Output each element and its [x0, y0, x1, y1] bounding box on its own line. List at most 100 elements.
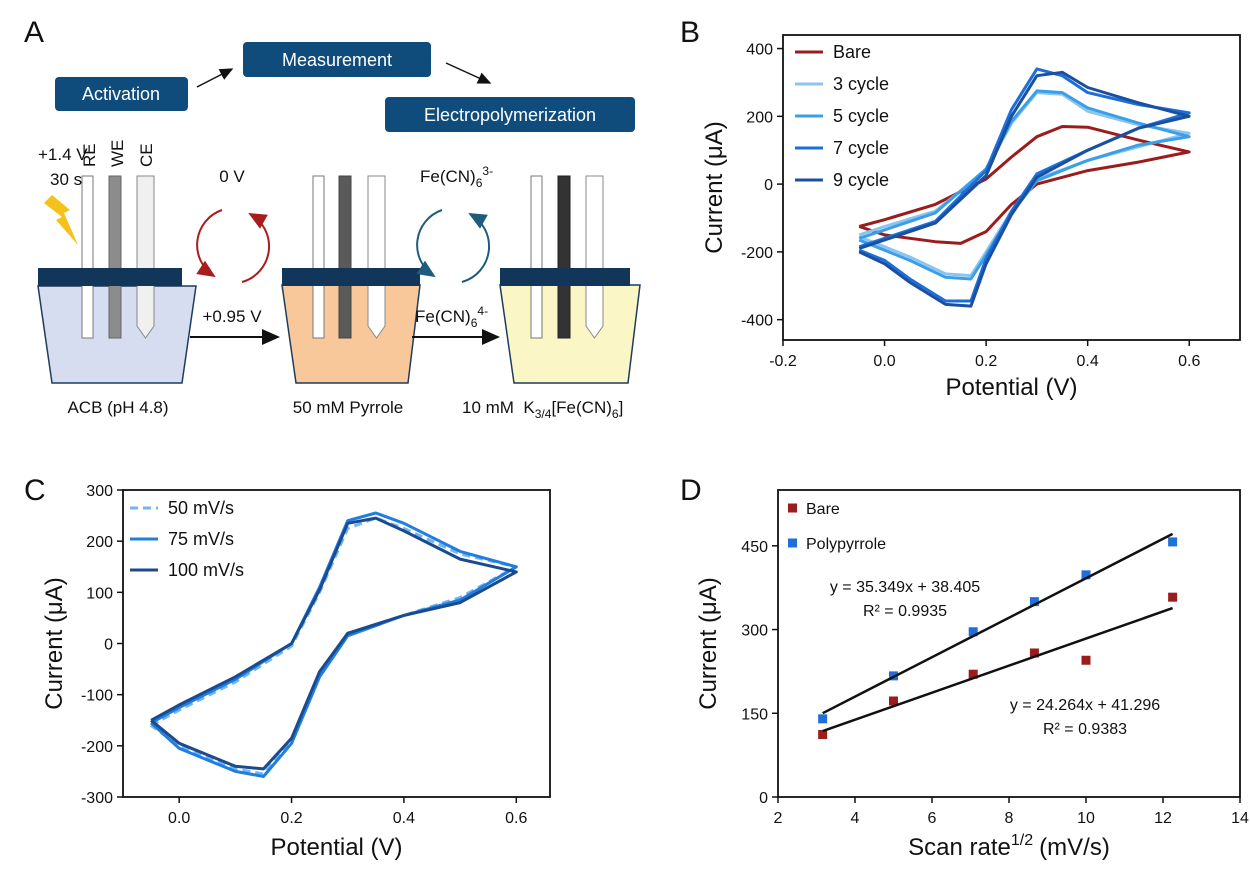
x-axis-title: Scan rate1/2 (mV/s) [908, 832, 1110, 861]
y-tick-label: 300 [741, 623, 768, 640]
species-label: Fe(CN)63- [420, 164, 493, 190]
cv-curve [858, 67, 1191, 303]
x-tick-label: 4 [851, 810, 860, 827]
y-tick-label: -100 [81, 688, 113, 705]
step-box [243, 42, 431, 77]
x-tick-label: 10 [1077, 810, 1095, 827]
legend-label: 50 mV/s [168, 498, 234, 518]
electrode [585, 175, 604, 339]
data-point [968, 627, 978, 637]
x-axis-title-sup: 1/2 [1011, 832, 1033, 849]
legend-label: 100 mV/s [168, 560, 244, 580]
data-point [818, 729, 828, 739]
x-tick-label: -0.2 [769, 353, 797, 370]
probe-part: ] [619, 398, 624, 417]
x-axis-title: Potential (V) [270, 834, 402, 861]
y-tick-label: -300 [81, 790, 113, 807]
data-point [818, 714, 828, 724]
legend-label: Bare [833, 42, 871, 62]
x-tick-label: 0.2 [280, 810, 302, 827]
panel-letter: D [680, 474, 702, 507]
probe-part: 10 mM K [462, 398, 535, 417]
species-sub: 6 [471, 316, 478, 330]
data-point [889, 696, 898, 706]
step-box [385, 97, 635, 132]
y-tick-label: 150 [741, 706, 768, 723]
y-tick-label: 0 [759, 790, 768, 807]
species-sub: 6 [476, 176, 483, 190]
step-label: Measurement [282, 50, 392, 70]
probe-sub: 6 [612, 407, 619, 421]
y-tick-label: 100 [86, 585, 113, 602]
cv-curve [858, 91, 1191, 278]
annotation: R² = 0.9935 [863, 603, 947, 620]
data-point [1168, 592, 1178, 602]
cv-curve [858, 70, 1191, 308]
electrode-label: RE [80, 143, 99, 167]
electrode [81, 175, 94, 339]
species-base: Fe(CN) [420, 167, 476, 186]
fit-line [822, 532, 1174, 715]
panel-letter: C [24, 474, 46, 507]
data-point [1081, 655, 1091, 665]
panel-letter: A [24, 16, 44, 49]
y-tick-label: 300 [86, 483, 113, 500]
data-point [1029, 648, 1039, 658]
cap [500, 268, 630, 286]
species-label: Fe(CN)64- [415, 304, 488, 330]
y-tick-label: 400 [746, 42, 773, 59]
species-sup: 4- [477, 304, 488, 318]
x-tick-label: 0.4 [1077, 353, 1099, 370]
legend-swatch [788, 503, 797, 513]
electrode [108, 175, 122, 339]
probe-sub: 3/4 [535, 407, 552, 421]
solution-label: 50 mM Pyrrole [293, 398, 404, 417]
cv-curve [858, 89, 1191, 281]
flow-arrow [196, 68, 234, 88]
y-tick-label: 0 [764, 177, 773, 194]
panel-a: Activation Measurement Electropolymeriza… [37, 42, 641, 421]
y-tick-label: 200 [746, 109, 773, 126]
step-label: Activation [82, 84, 160, 104]
cv-curve [858, 125, 1191, 245]
data-point [1081, 570, 1091, 580]
legend-label: 9 cycle [833, 170, 889, 190]
x-tick-label: 0.0 [873, 353, 895, 370]
solution-label: ACB (pH 4.8) [67, 398, 168, 417]
y-axis-title: Current (μA) [41, 577, 68, 710]
time-label: 30 s [50, 170, 82, 189]
electrode [312, 175, 325, 339]
electrode [338, 175, 352, 339]
annotation: y = 24.264x + 41.296 [1010, 697, 1160, 714]
annotation: y = 35.349x + 38.405 [830, 579, 980, 596]
flow-arrow [445, 62, 492, 84]
legend-label: 75 mV/s [168, 529, 234, 549]
electrode-label: CE [137, 143, 156, 167]
y-tick-label: 0 [104, 637, 113, 654]
species-sup: 3- [482, 164, 493, 178]
electrode [557, 175, 571, 339]
legend-swatch [788, 538, 797, 548]
step-box [55, 77, 188, 111]
x-tick-label: 2 [774, 810, 783, 827]
y-tick-label: 450 [741, 539, 768, 556]
plot-frame [782, 34, 1241, 341]
x-tick-label: 12 [1154, 810, 1172, 827]
y-tick-label: -200 [81, 739, 113, 756]
x-axis-title-part: Scan rate [908, 834, 1011, 861]
y-tick-label: 200 [86, 534, 113, 551]
cap [282, 268, 420, 286]
legend-label: 5 cycle [833, 106, 889, 126]
x-tick-label: 0.0 [168, 810, 190, 827]
probe-part: [Fe(CN) [551, 398, 611, 417]
voltage-label: +0.95 V [202, 307, 262, 326]
electrode [136, 175, 155, 339]
electrode [530, 175, 543, 339]
cap [38, 268, 182, 286]
legend-label: 3 cycle [833, 74, 889, 94]
x-tick-label: 14 [1231, 810, 1249, 827]
cycle-arrow [196, 209, 223, 278]
data-point [1168, 537, 1178, 547]
legend-label: Polypyrrole [806, 536, 886, 553]
